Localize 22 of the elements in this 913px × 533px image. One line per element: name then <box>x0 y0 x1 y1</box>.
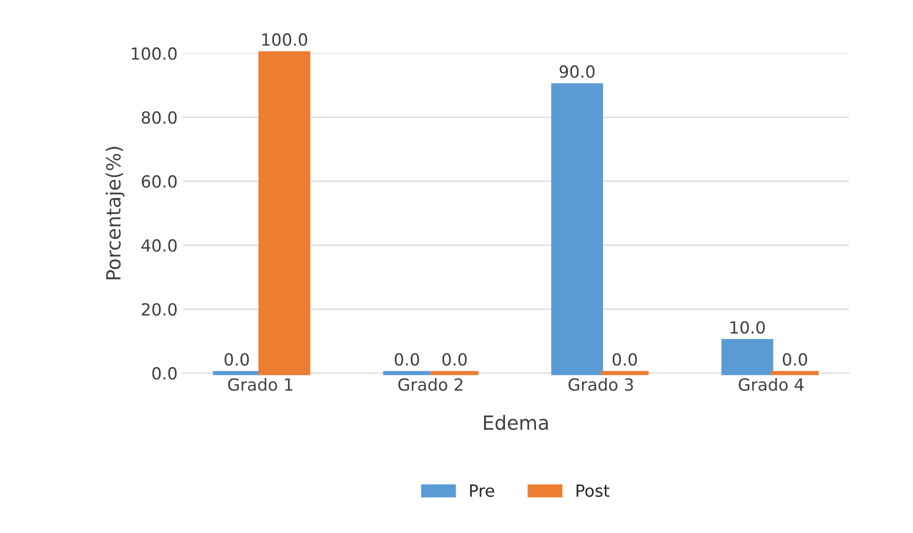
data-label: 90.0 <box>560 65 595 78</box>
x-tick-label: Grado 2 <box>398 378 462 391</box>
y-tick-label: 80.0 <box>142 111 177 124</box>
x-tick-label: Grado 4 <box>738 378 804 391</box>
legend-label: Pre <box>470 484 494 497</box>
data-label: 100.0 <box>262 33 308 46</box>
data-label: 0.0 <box>442 353 467 366</box>
y-tick-label: 20.0 <box>142 303 177 316</box>
y-tick-label: 40.0 <box>141 239 177 252</box>
data-label: 0.0 <box>612 353 637 366</box>
y-tick-label: 0.0 <box>152 367 177 380</box>
data-label: 10.0 <box>730 321 765 334</box>
y-tick-label: 60.0 <box>142 175 177 188</box>
x-axis-title: Edema <box>484 414 548 430</box>
y-tick-label: 100.0 <box>132 47 177 60</box>
legend-label: Post <box>576 484 610 497</box>
data-label: 0.0 <box>224 353 249 366</box>
x-tick-label: Grado 1 <box>228 378 292 391</box>
y-axis-title: Porcentaje(%) <box>106 146 124 280</box>
data-label: 0.0 <box>782 353 808 366</box>
data-label: 0.0 <box>394 353 420 366</box>
x-tick-label: Grado 3 <box>568 378 633 391</box>
